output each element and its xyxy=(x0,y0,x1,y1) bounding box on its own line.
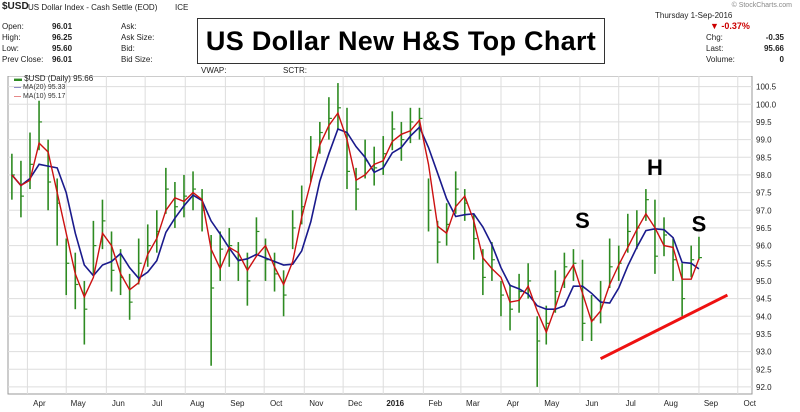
x-month-label: Jul xyxy=(626,399,636,408)
volume-value: 0 xyxy=(779,55,784,64)
legend-ma10-label: MA(10) 95.17 xyxy=(22,93,66,100)
x-month-label: Aug xyxy=(190,399,204,408)
plot-area xyxy=(7,75,753,395)
legend-ma10: — MA(10) 95.17 xyxy=(14,93,65,100)
legend-price-swatch: ▬ xyxy=(14,74,22,83)
x-month-label: Oct xyxy=(744,399,757,408)
open-label: Open: xyxy=(2,22,24,31)
bid-label: Bid: xyxy=(121,44,135,53)
x-month-label: Jun xyxy=(112,399,125,408)
y-tick-label: 98.5 xyxy=(756,153,772,162)
x-month-label: Dec xyxy=(348,399,362,408)
chg-label: Chg: xyxy=(706,33,723,42)
x-month-label: May xyxy=(71,399,86,408)
legend-price-label: $USD (Daily) 95.66 xyxy=(24,74,94,83)
y-tick-label: 94.5 xyxy=(756,295,772,304)
x-month-label: Apr xyxy=(33,399,46,408)
x-month-label: Nov xyxy=(309,399,323,408)
x-month-label: 2016 xyxy=(386,399,404,408)
y-tick-label: 95.5 xyxy=(756,259,772,268)
quote-date: Thursday 1-Sep-2016 xyxy=(655,11,733,20)
y-tick-label: 100.5 xyxy=(756,83,777,92)
y-tick-label: 92.5 xyxy=(756,365,772,374)
y-tick-label: 96.5 xyxy=(756,224,772,233)
x-month-label: Feb xyxy=(428,399,442,408)
x-month-label: Sep xyxy=(230,399,245,408)
x-month-label: Oct xyxy=(270,399,283,408)
bid-size-label: Bid Size: xyxy=(121,55,153,64)
x-month-label: Apr xyxy=(507,399,520,408)
annotation-head: H xyxy=(647,155,663,180)
y-tick-label: 93.0 xyxy=(756,348,772,357)
ticker-symbol: $USD xyxy=(2,1,29,12)
low-label: Low: xyxy=(2,44,19,53)
ask-label: Ask: xyxy=(121,22,137,31)
neckline xyxy=(599,293,729,361)
prev-close-label: Prev Close: xyxy=(2,55,44,64)
watermark: © StockCharts.com xyxy=(731,2,792,9)
volume-label: Volume: xyxy=(706,55,735,64)
y-tick-label: 94.0 xyxy=(756,312,772,321)
annotation-right-shoulder: S xyxy=(692,211,707,236)
y-tick-label: 100.0 xyxy=(756,100,777,109)
y-tick-label: 99.5 xyxy=(756,118,772,127)
y-tick-label: 96.0 xyxy=(756,242,772,251)
x-month-label: Jun xyxy=(585,399,598,408)
x-month-label: Mar xyxy=(466,399,480,408)
last-value: 95.66 xyxy=(763,44,784,53)
instrument-name: US Dollar Index - Cash Settle (EOD) xyxy=(28,3,158,12)
chart-title-banner: US Dollar New H&S Top Chart xyxy=(197,18,605,64)
vwap-label: VWAP: xyxy=(201,66,227,75)
legend-ma20-label: MA(20) 95.33 xyxy=(22,84,66,91)
x-month-label: Aug xyxy=(664,399,678,408)
x-month-label: May xyxy=(544,399,559,408)
high-value: 96.25 xyxy=(52,33,73,42)
annotation-left-shoulder: S xyxy=(575,208,590,233)
open-value: 96.01 xyxy=(52,22,73,31)
legend-ma20-swatch: — xyxy=(14,84,21,91)
exchange-label: ICE xyxy=(175,3,189,12)
legend-ma20: — MA(20) 95.33 xyxy=(14,84,65,91)
high-label: High: xyxy=(2,33,21,42)
legend-price: ▬ $USD (Daily) 95.66 xyxy=(14,74,93,83)
x-month-label: Sep xyxy=(704,399,719,408)
legend-ma10-swatch: — xyxy=(14,93,21,100)
y-tick-label: 93.5 xyxy=(756,330,772,339)
y-tick-label: 97.5 xyxy=(756,189,772,198)
y-tick-label: 98.0 xyxy=(756,171,772,180)
change-percent: ▼ -0.37% xyxy=(710,21,750,31)
last-label: Last: xyxy=(706,44,724,53)
ma10-line xyxy=(11,111,700,335)
y-tick-label: 92.0 xyxy=(756,383,772,392)
y-tick-label: 99.0 xyxy=(756,136,772,145)
low-value: 95.60 xyxy=(52,44,73,53)
ask-size-label: Ask Size: xyxy=(121,33,155,42)
chart-title: US Dollar New H&S Top Chart xyxy=(205,25,597,56)
y-tick-label: 95.0 xyxy=(756,277,772,286)
x-month-label: Jul xyxy=(152,399,162,408)
y-tick-label: 97.0 xyxy=(756,206,772,215)
prev-close-value: 96.01 xyxy=(52,55,73,64)
chg-value: -0.35 xyxy=(765,33,784,42)
ma20-line xyxy=(11,125,700,311)
sctr-label: SCTR: xyxy=(283,66,307,75)
